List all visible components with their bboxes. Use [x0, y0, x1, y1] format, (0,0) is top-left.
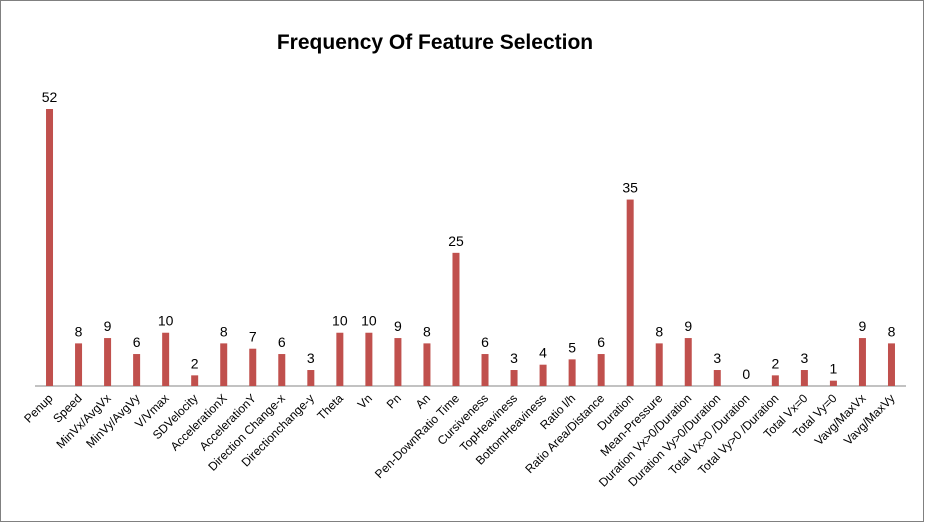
bar-22	[655, 343, 663, 386]
bar-8	[249, 348, 257, 386]
bar-16	[481, 354, 489, 386]
bar-23	[684, 338, 692, 386]
bar-30	[887, 343, 895, 386]
chart-title: Frequency Of Feature Selection	[277, 31, 593, 54]
bar-2	[75, 343, 83, 386]
data-label-12: 10	[361, 313, 377, 329]
data-label-4: 6	[133, 334, 141, 350]
data-label-28: 1	[830, 361, 838, 377]
bar-6	[191, 375, 199, 386]
bar-14	[423, 343, 431, 386]
data-label-25: 0	[742, 366, 750, 382]
data-label-17: 3	[510, 350, 518, 366]
bar-20	[597, 354, 605, 386]
data-label-16: 6	[481, 334, 489, 350]
data-label-7: 8	[220, 323, 228, 339]
data-label-23: 9	[684, 318, 692, 334]
data-label-29: 9	[859, 318, 867, 334]
bars-layer	[46, 109, 895, 386]
data-label-1: 52	[42, 89, 58, 105]
data-label-27: 3	[800, 350, 808, 366]
data-label-20: 6	[597, 334, 605, 350]
data-label-13: 9	[394, 318, 402, 334]
data-label-8: 7	[249, 329, 257, 345]
data-label-18: 4	[539, 345, 547, 361]
data-label-10: 3	[307, 350, 315, 366]
data-label-24: 3	[713, 350, 721, 366]
data-label-5: 10	[158, 313, 174, 329]
bar-4	[133, 354, 141, 386]
value-labels-layer: 52 8 9 6 10 2 8 7 6 3 10 10 9 8 25 6 3 4 5 6 35 8 9 3 0 2 3 1 9 8	[42, 89, 896, 382]
bar-28	[829, 380, 837, 386]
data-label-22: 8	[655, 323, 663, 339]
data-label-15: 25	[448, 233, 464, 249]
bar-5	[162, 332, 170, 386]
data-label-21: 35	[622, 180, 638, 196]
tick-labels-layer: PenupSpeedMinVx/AvgVxMinVy/AvgVyV/VmaxSD…	[21, 391, 897, 490]
bar-7	[220, 343, 228, 386]
data-label-6: 2	[191, 355, 199, 371]
bar-24	[713, 370, 721, 386]
bar-17	[510, 370, 518, 386]
category-label-13: Pn	[384, 391, 404, 411]
bar-13	[394, 338, 402, 386]
data-label-3: 9	[104, 318, 112, 334]
bar-21	[626, 199, 634, 386]
bar-9	[278, 354, 286, 386]
bar-11	[336, 332, 344, 386]
bar-26	[771, 375, 779, 386]
bar-15	[452, 252, 460, 386]
data-label-26: 2	[771, 355, 779, 371]
bar-3	[104, 338, 112, 386]
data-label-2: 8	[75, 323, 83, 339]
bar-19	[568, 359, 576, 386]
data-label-30: 8	[888, 323, 896, 339]
bar-1	[46, 109, 54, 386]
bar-27	[800, 370, 808, 386]
category-label-1: Penup	[21, 391, 56, 426]
data-label-11: 10	[332, 313, 348, 329]
bar-29	[858, 338, 866, 386]
bar-10	[307, 370, 315, 386]
bar-18	[539, 364, 547, 386]
data-label-19: 5	[568, 339, 576, 355]
category-label-12: Vn	[355, 391, 375, 411]
data-label-14: 8	[423, 323, 431, 339]
data-label-9: 6	[278, 334, 286, 350]
category-label-11: Theta	[314, 391, 346, 423]
category-label-14: An	[413, 391, 433, 411]
bar-12	[365, 332, 373, 386]
